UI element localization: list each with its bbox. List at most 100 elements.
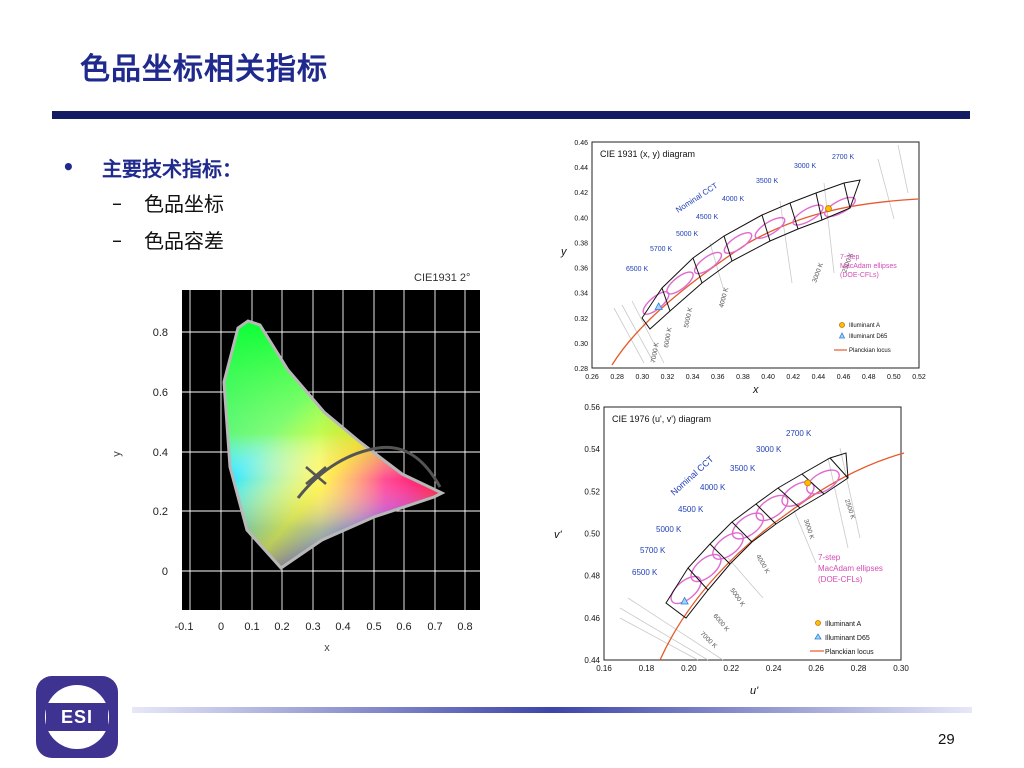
illuminant-d65-legend-icon <box>814 633 822 640</box>
illuminant-d65-point <box>680 596 689 605</box>
x-tick-label: 0.36 <box>711 374 725 381</box>
x-tick-labels: 0.16 0.18 0.20 0.22 0.24 0.26 0.28 0.30 <box>596 664 909 673</box>
svg-text:0.4: 0.4 <box>153 447 168 459</box>
x-tick-label: 0.50 <box>887 374 901 381</box>
svg-text:6500 K: 6500 K <box>626 266 649 273</box>
svg-text:5700 K: 5700 K <box>640 546 666 555</box>
isotherm-lines <box>619 447 861 661</box>
x-tick-label: 0.28 <box>610 374 624 381</box>
svg-text:3000 K: 3000 K <box>794 163 817 170</box>
x-tick-label: 0.32 <box>661 374 675 381</box>
svg-text:(DOE-CFLs): (DOE-CFLs) <box>840 272 879 279</box>
x-tick-label: 0.52 <box>912 374 926 381</box>
x-tick-label: 0.38 <box>736 374 750 381</box>
legend: Illuminant A Illuminant D65 Planckian lo… <box>834 322 891 354</box>
y-tick-label: 0.56 <box>584 403 600 412</box>
spectral-locus <box>222 319 446 570</box>
y-tick-label: 0.42 <box>574 190 588 197</box>
x-axis-label: x <box>324 642 330 654</box>
svg-text:7-step: 7-step <box>818 553 841 562</box>
svg-text:7-step: 7-step <box>840 254 860 261</box>
y-axis-label: v' <box>554 529 563 541</box>
isotherm-lines <box>613 144 909 364</box>
quadrangle-boundary <box>641 179 861 330</box>
legend: Illuminant A Illuminant D65 Planckian lo… <box>810 620 874 656</box>
svg-text:3500 K: 3500 K <box>756 178 779 185</box>
dash-icon: – <box>112 190 122 215</box>
legend-illuminant-a: Illuminant A <box>849 323 880 329</box>
svg-text:4500 K: 4500 K <box>678 505 704 514</box>
y-tick-labels: 0.56 0.54 0.52 0.50 0.48 0.46 0.44 <box>584 403 600 665</box>
svg-text:7000 K: 7000 K <box>650 341 661 363</box>
y-tick-label: 0.36 <box>574 266 588 273</box>
y-tick-label: 0.50 <box>584 530 600 539</box>
y-tick-label: 0.48 <box>584 572 600 581</box>
svg-text:0.8: 0.8 <box>153 327 168 339</box>
x-tick-label: 0.30 <box>893 664 909 673</box>
svg-text:0.6: 0.6 <box>396 621 411 633</box>
svg-text:-0.1: -0.1 <box>175 621 194 633</box>
cie-left-label: CIE1931 2° <box>414 272 470 284</box>
cie1931-xy-chart: CIE 1931 (x, y) diagram 2700 K 3000 K 35… <box>560 140 926 395</box>
title-rule <box>52 111 970 119</box>
svg-text:0.8: 0.8 <box>457 621 472 633</box>
svg-text:2700 K: 2700 K <box>786 429 812 438</box>
y-tick-labels: 0.46 0.44 0.42 0.40 0.38 0.36 0.34 0.32 0.30 0.28 <box>574 140 588 373</box>
svg-text:5000 K: 5000 K <box>656 525 682 534</box>
y-tick-label: 0.46 <box>574 140 588 147</box>
dash-icon: – <box>112 227 122 252</box>
y-tick-label: 0.34 <box>574 291 588 298</box>
y-tick-label: 0.44 <box>584 656 600 665</box>
y-tick-labels: 0.8 0.6 0.4 0.2 0 <box>153 327 168 578</box>
svg-text:0.4: 0.4 <box>335 621 350 633</box>
svg-text:MacAdam ellipses: MacAdam ellipses <box>840 263 897 270</box>
legend-illuminant-d65: Illuminant D65 <box>849 334 888 340</box>
svg-text:0.5: 0.5 <box>366 621 381 633</box>
white-point-cross-icon <box>305 466 327 485</box>
svg-text:5000 K: 5000 K <box>683 306 694 328</box>
y-tick-label: 0.46 <box>584 614 600 623</box>
svg-text:0.3: 0.3 <box>305 621 320 633</box>
chart-title: CIE 1976 (u', v') diagram <box>612 414 711 424</box>
macadam-annotation: 7-step MacAdam ellipses (DOE-CFLs) <box>818 553 883 584</box>
y-axis-label: y <box>560 246 568 258</box>
y-tick-label: 0.38 <box>574 240 588 247</box>
svg-text:5700 K: 5700 K <box>650 246 673 253</box>
svg-text:0.1: 0.1 <box>244 621 259 633</box>
svg-text:6500 K: 6500 K <box>632 568 658 577</box>
cct-labels: 2700 K 3000 K 3500 K 4000 K 4500 K 5000 … <box>626 154 855 273</box>
svg-text:4000 K: 4000 K <box>722 196 745 203</box>
x-axis-label: x <box>752 384 759 395</box>
svg-text:4000 K: 4000 K <box>700 483 726 492</box>
x-tick-label: 0.16 <box>596 664 612 673</box>
bullet-main-text: 主要技术指标： <box>102 156 242 181</box>
y-axis-label: y <box>112 451 123 457</box>
illuminant-d65-legend-icon <box>838 332 846 339</box>
svg-text:0.2: 0.2 <box>274 621 289 633</box>
illuminant-points <box>654 205 832 310</box>
x-tick-label: 0.22 <box>723 664 739 673</box>
sub-item: – 色品坐标 <box>62 184 242 221</box>
x-tick-label: 0.46 <box>837 374 851 381</box>
sub-item-text: 色品坐标 <box>144 192 224 216</box>
bullet-dot-icon: • <box>62 155 75 179</box>
planckian-locus <box>659 452 905 661</box>
svg-text:0.2: 0.2 <box>153 506 168 518</box>
y-tick-label: 0.28 <box>574 366 588 373</box>
svg-text:0.7: 0.7 <box>427 621 442 633</box>
x-tick-label: 0.34 <box>686 374 700 381</box>
plot-frame <box>591 141 920 369</box>
y-tick-label: 0.30 <box>574 341 588 348</box>
illuminant-a-legend-icon <box>839 322 845 328</box>
y-tick-label: 0.52 <box>584 487 600 496</box>
x-tick-label: 0.24 <box>766 664 782 673</box>
planckian-locus-curve <box>296 445 442 499</box>
x-tick-label: 0.48 <box>862 374 876 381</box>
illuminant-a-point <box>804 479 812 487</box>
legend-planckian: Planckian locus <box>849 348 891 354</box>
svg-text:4500 K: 4500 K <box>696 214 719 221</box>
sub-item: – 色品容差 <box>62 221 242 258</box>
logo-text: ESI <box>46 703 108 731</box>
svg-text:3000 K: 3000 K <box>756 445 782 454</box>
quadrangle-dividers <box>687 457 849 591</box>
